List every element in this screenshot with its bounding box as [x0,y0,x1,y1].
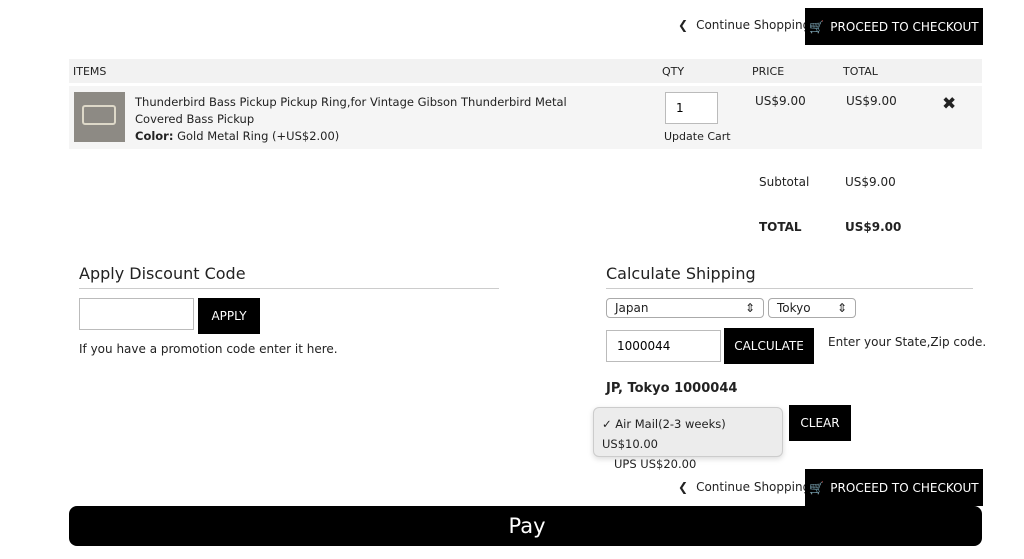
product-title[interactable]: Thunderbird Bass Pickup Pickup Ring,for … [135,95,567,126]
shipping-option[interactable]: UPS US$20.00 [614,457,697,471]
chevron-left-icon: ❮ [678,480,689,494]
cart-icon: 🛒 [809,480,825,495]
updown-icon: ⇕ [744,301,755,315]
updown-icon: ⇕ [836,301,847,315]
clear-button[interactable]: CLEAR [789,405,851,441]
total-value: US$9.00 [845,220,902,234]
state-select[interactable]: Tokyo ⇕ [768,298,856,318]
product-thumbnail[interactable] [74,92,125,142]
check-icon: ✓ [602,417,612,431]
subtotal-value: US$9.00 [845,175,896,189]
zip-input[interactable] [606,330,721,362]
discount-title: Apply Discount Code [79,264,246,283]
item-price: US$9.00 [755,94,806,108]
shipping-address: JP, Tokyo 1000044 [606,381,738,396]
total-label: TOTAL [759,220,802,234]
header-items: ITEMS [73,65,107,78]
remove-icon[interactable]: ✖ [942,94,957,114]
chevron-left-icon: ❮ [678,18,689,32]
shipping-hint: Enter your State,Zip code. [828,335,987,349]
header-total: TOTAL [843,65,878,78]
cart-icon: 🛒 [809,19,825,34]
discount-hint: If you have a promotion code enter it he… [79,342,338,356]
proceed-to-checkout-button[interactable]: 🛒 PROCEED TO CHECKOUT [805,8,983,45]
continue-shopping-link[interactable]: ❮ Continue Shopping [678,18,811,32]
discount-code-input[interactable] [79,298,194,330]
calculate-button[interactable]: CALCULATE [724,328,814,364]
item-total: US$9.00 [846,94,897,108]
option-label: Color: [135,129,174,143]
quantity-input[interactable] [665,92,718,124]
apple-pay-button[interactable]: Pay [69,506,982,546]
subtotal-label: Subtotal [759,175,810,189]
apply-button[interactable]: APPLY [198,298,260,334]
shipping-option[interactable]: ✓ Air Mail(2-3 weeks) US$10.00 [602,417,726,451]
shipping-options-dropdown[interactable]: ✓ Air Mail(2-3 weeks) US$10.00 UPS US$20… [593,407,783,471]
header-qty: QTY [662,65,685,78]
continue-shopping-link[interactable]: ❮ Continue Shopping [678,480,811,494]
option-value: Gold Metal Ring (+US$2.00) [177,129,340,143]
shipping-title: Calculate Shipping [606,264,756,283]
table-row: Thunderbird Bass Pickup Pickup Ring,for … [69,86,982,149]
table-header: ITEMS QTY PRICE TOTAL [69,59,982,83]
country-select[interactable]: Japan ⇕ [606,298,764,318]
header-price: PRICE [752,65,785,78]
proceed-to-checkout-button[interactable]: 🛒 PROCEED TO CHECKOUT [805,469,983,506]
update-cart-link[interactable]: Update Cart [664,130,731,143]
